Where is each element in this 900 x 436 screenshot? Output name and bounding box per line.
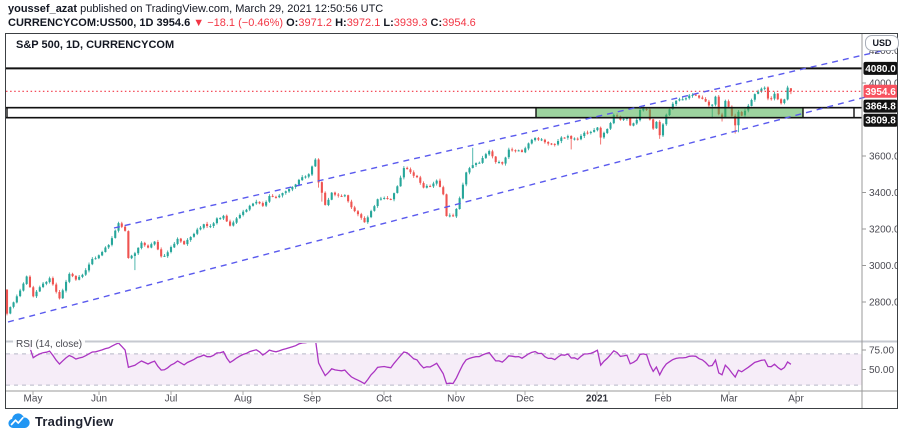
tradingview-logo-icon[interactable] [7,413,30,429]
svg-text:Aug: Aug [234,394,252,405]
candlestick-series [6,85,792,316]
publish-line: youssef_azat published on TradingView.co… [8,2,476,16]
price-label-3864.8 [863,99,897,113]
last-price: 3954.6 [156,17,191,29]
time-axis: May Jun Jul Aug Sep Oct Nov Dec 2021 Feb Mar Apr [24,391,804,405]
svg-text:3600.0: 3600.0 [869,152,897,163]
svg-text:Apr: Apr [788,394,804,405]
channel-upper-line [113,50,882,229]
price-change: −18.1 (−0.46%) [207,17,284,29]
rsi-band [6,353,862,386]
channel-lower-line [7,92,882,323]
chart-legend: S&P 500, 1D, CURRENCYCOM [14,39,177,51]
svg-text:3400.0: 3400.0 [869,188,897,199]
down-arrow-icon: ▼ [193,17,205,29]
svg-text:Feb: Feb [654,394,672,405]
svg-text:3864.8: 3864.8 [865,102,896,113]
high-label: H: [335,17,347,29]
chart-canvas[interactable]: 4000.0 3600.0 3400.0 3200.0 3000.0 2800.0 4200… [6,34,897,408]
svg-text:3000.0: 3000.0 [869,261,897,272]
price-axis: 4000.0 3600.0 3400.0 3200.0 3000.0 2800.0 4200… [862,46,897,376]
svg-text:Dec: Dec [516,394,534,405]
chart-frame: S&P 500, 1D, CURRENCYCOM RSI (14, close)… [5,33,899,409]
close-label: C: [430,17,443,29]
snapshot-header: youssef_azat published on TradingView.co… [8,2,476,30]
zone-box-right [802,106,855,119]
svg-text:3954.6: 3954.6 [865,87,896,98]
svg-text:Mar: Mar [720,394,738,405]
svg-text:50.00: 50.00 [869,365,894,376]
high-value: 3972.1 [346,17,381,29]
svg-text:2021: 2021 [586,394,609,405]
open-value: 3971.2 [298,17,333,29]
svg-text:Oct: Oct [376,394,392,405]
svg-text:4200.0: 4200.0 [869,46,897,57]
symbol-line: CURRENCYCOM:US500, 1D 3954.6 ▼ −18.1 (−0… [8,16,476,30]
symbol-name: CURRENCYCOM:US500, 1D [8,17,154,29]
close-value: 3954.6 [442,17,476,29]
svg-text:75.00: 75.00 [869,346,894,357]
rsi-indicator-label: RSI (14, close) [13,339,86,350]
svg-text:May: May [24,394,43,405]
svg-text:Jun: Jun [91,394,107,405]
price-label-3954.6 [863,84,897,98]
price-label-3809.8 [863,113,897,127]
low-label: L: [383,17,394,29]
publish-info: published on TradingView.com, March 29, … [77,3,384,15]
author-name: youssef_azat [8,3,78,15]
svg-text:Jul: Jul [165,394,178,405]
svg-text:2800.0: 2800.0 [869,298,897,309]
svg-text:4000.0: 4000.0 [869,79,897,90]
zone-box-left [6,106,537,119]
tradingview-brand[interactable]: TradingView [35,413,114,429]
currency-toggle-button[interactable]: USD [865,35,899,51]
svg-text:3809.8: 3809.8 [865,116,896,127]
footer: TradingView [7,410,114,432]
open-label: O: [286,17,299,29]
rsi-line [28,343,792,385]
svg-text:Sep: Sep [303,394,321,405]
price-label-4080.0 [863,61,897,75]
svg-text:3200.0: 3200.0 [869,225,897,236]
low-value: 3939.3 [393,17,428,29]
svg-text:Nov: Nov [447,394,465,405]
green-supply-zone [535,107,804,119]
svg-text:4080.0: 4080.0 [865,64,896,75]
